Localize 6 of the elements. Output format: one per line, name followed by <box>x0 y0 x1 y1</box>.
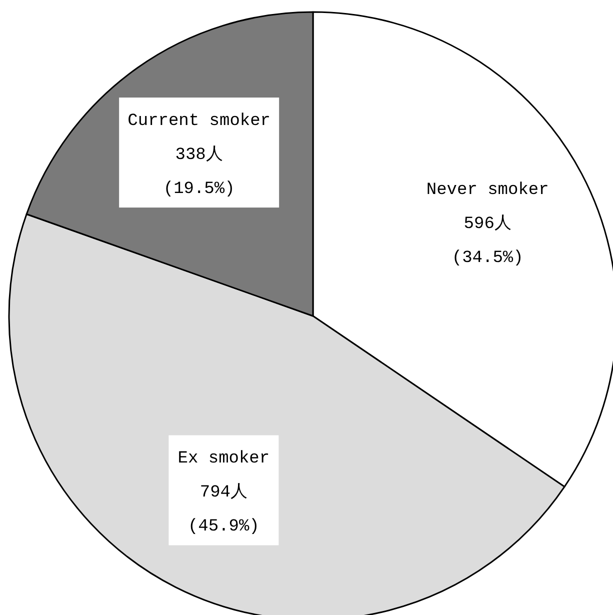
data-label: 596人 (34.5%) <box>452 214 524 268</box>
slice-label: Ex smoker <box>178 450 270 469</box>
slice-label: Current smoker <box>128 112 270 132</box>
slice-label: Never smoker <box>426 180 549 200</box>
data-label: 338人 (19.5%) <box>163 145 235 200</box>
data-label: 794人 (45.9%) <box>188 482 260 537</box>
